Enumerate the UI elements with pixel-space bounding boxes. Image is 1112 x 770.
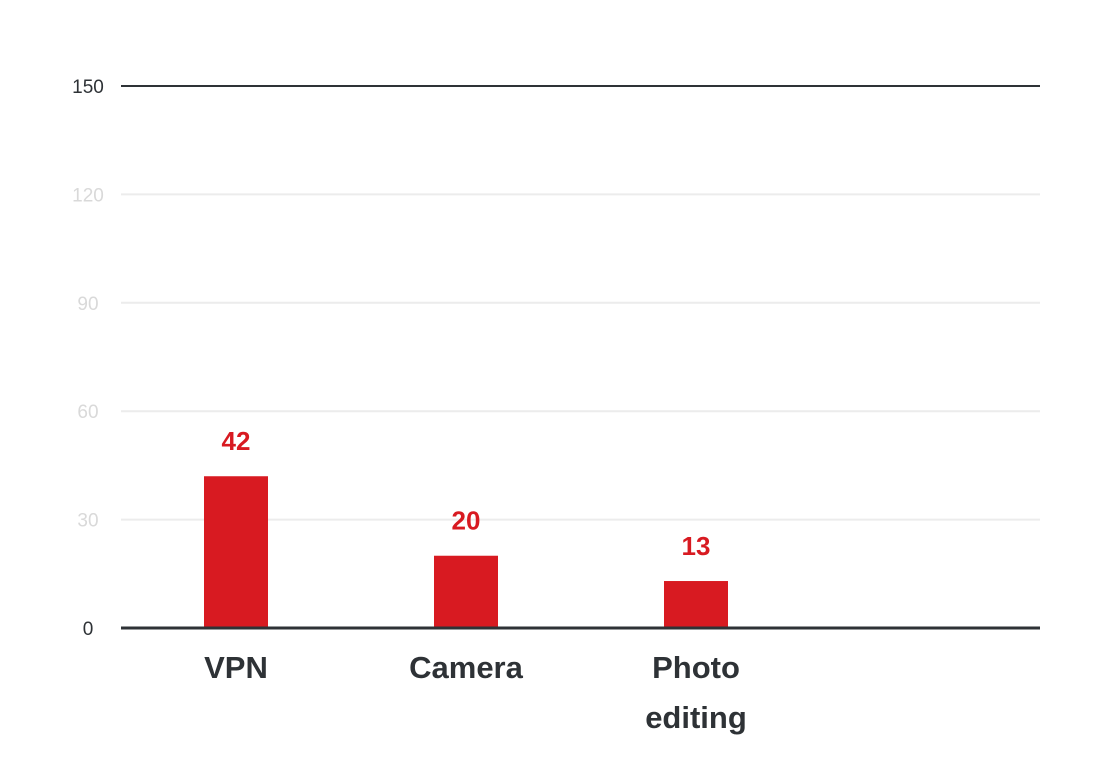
category-labels: VPN Camera Photo editing — [204, 650, 747, 735]
value-label: 13 — [682, 531, 711, 561]
bars — [204, 476, 728, 628]
category-label: VPN — [204, 650, 268, 685]
value-label: 42 — [222, 426, 251, 456]
y-tick-label: 60 — [77, 402, 98, 423]
bar — [664, 581, 728, 628]
value-labels: 42 20 13 — [222, 426, 711, 561]
category-label: Photo — [652, 650, 740, 685]
y-tick-label: 30 — [77, 511, 98, 532]
y-axis-ticks: 0 30 60 90 120 150 — [72, 77, 104, 640]
y-tick-label: 0 — [83, 619, 94, 640]
bar — [434, 555, 498, 628]
axes — [121, 85, 1040, 630]
y-tick-label: 90 — [77, 294, 98, 315]
bar — [204, 476, 268, 628]
value-label: 20 — [452, 506, 481, 536]
category-label: Camera — [409, 650, 523, 685]
y-tick-label: 120 — [72, 185, 104, 206]
y-tick-label: 150 — [72, 77, 104, 98]
grid-lines — [121, 193, 1040, 521]
category-label: editing — [645, 700, 747, 735]
